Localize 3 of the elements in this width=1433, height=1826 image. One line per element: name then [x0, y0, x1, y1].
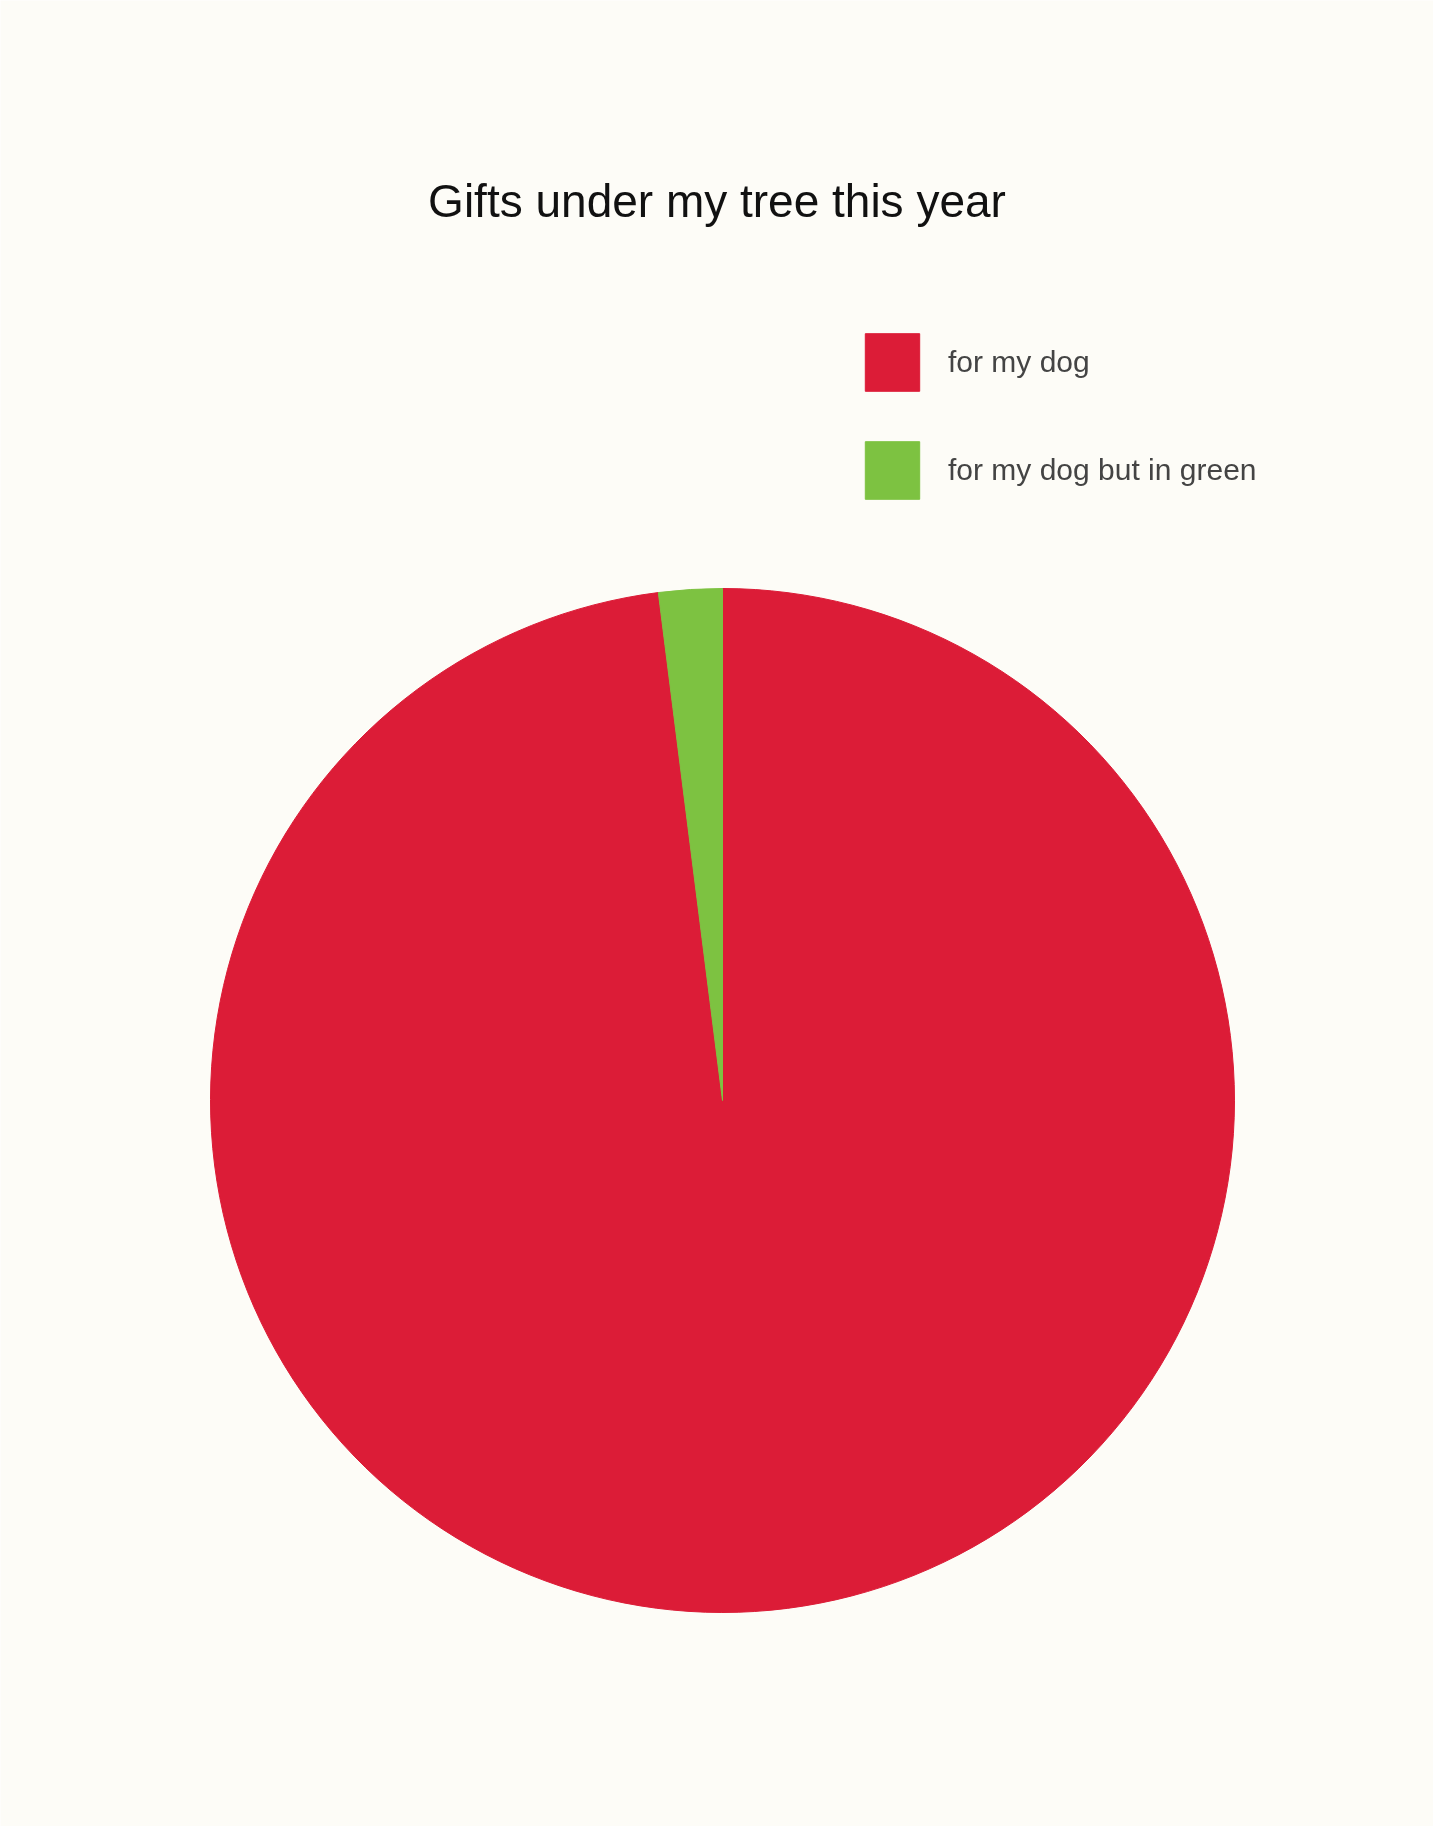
legend-label: for my dog but in green — [948, 453, 1257, 487]
legend-label: for my dog — [948, 345, 1090, 379]
chart-title: Gifts under my tree this year — [428, 174, 1006, 227]
